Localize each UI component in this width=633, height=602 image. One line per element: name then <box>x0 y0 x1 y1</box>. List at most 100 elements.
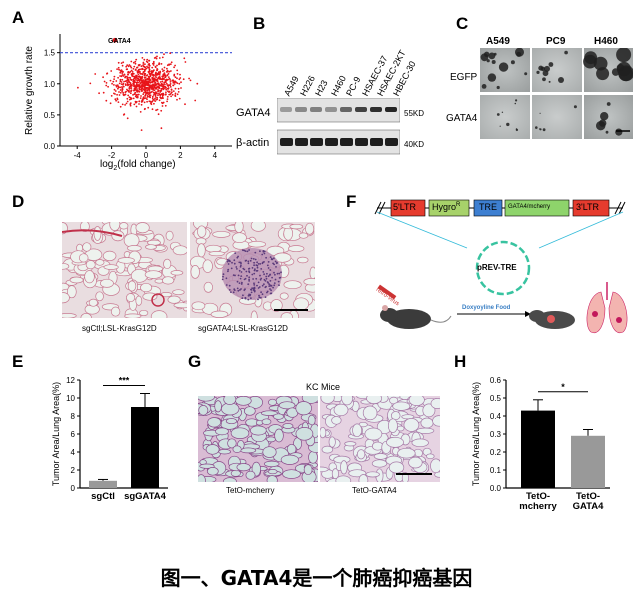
data-point <box>143 88 145 91</box>
data-point <box>180 87 182 89</box>
actin-band <box>310 138 323 146</box>
alveolus <box>358 474 369 482</box>
data-point <box>158 84 161 86</box>
alveolus <box>210 310 229 318</box>
nucleus <box>250 288 252 291</box>
data-point <box>116 97 119 100</box>
data-point <box>155 83 158 85</box>
alveolus <box>280 454 299 465</box>
data-point <box>160 127 163 130</box>
nucleus <box>255 277 258 280</box>
data-point <box>153 69 155 71</box>
data-point <box>155 98 158 101</box>
data-point <box>120 70 123 73</box>
data-point <box>125 79 128 82</box>
colony <box>583 54 597 69</box>
panel-a-xlabel: log2(fold change) <box>100 159 176 172</box>
data-point <box>142 65 145 68</box>
data-point <box>159 81 162 83</box>
alveolus <box>261 418 272 425</box>
alveolus <box>274 428 284 443</box>
data-point <box>170 70 172 72</box>
nucleus <box>270 257 273 260</box>
alveolus <box>145 244 157 250</box>
alveolus <box>84 270 95 284</box>
alveolus <box>167 295 181 304</box>
data-point <box>152 79 155 82</box>
data-point <box>141 68 143 71</box>
panel-g-histology-gata4 <box>320 396 440 482</box>
data-point <box>172 90 175 92</box>
alveolus <box>173 302 187 309</box>
alveolus <box>102 250 117 262</box>
data-point <box>174 64 177 67</box>
data-point <box>140 89 143 91</box>
data-point <box>156 92 158 95</box>
colony <box>605 130 609 134</box>
colony <box>600 112 609 121</box>
data-point <box>159 72 162 74</box>
nucleus <box>259 274 261 277</box>
data-point <box>130 97 133 100</box>
data-point <box>112 80 115 83</box>
data-point <box>154 83 156 86</box>
data-point <box>148 100 151 103</box>
alveolus <box>110 306 121 317</box>
alveolus <box>278 401 296 410</box>
data-point <box>132 67 135 70</box>
data-point <box>161 105 164 107</box>
nucleus <box>237 289 240 292</box>
data-point <box>144 63 146 66</box>
data-point <box>142 63 145 65</box>
data-point <box>119 78 122 81</box>
data-point <box>178 78 181 81</box>
nucleus <box>273 271 275 274</box>
alveolus <box>403 418 420 432</box>
data-point <box>145 91 148 94</box>
data-point <box>156 69 158 72</box>
data-point <box>157 113 160 116</box>
panel-g-label-mcherry: TetO-mcherry <box>226 486 275 495</box>
data-point <box>158 76 161 79</box>
ltr3-box <box>572 199 610 217</box>
panel-letter-g: G <box>188 352 202 371</box>
data-point <box>119 71 122 74</box>
alveolus <box>283 280 302 290</box>
data-point <box>121 90 123 92</box>
data-point <box>139 68 141 71</box>
data-point <box>135 101 138 103</box>
data-point <box>134 60 137 63</box>
data-point <box>128 64 131 66</box>
data-point <box>89 82 92 85</box>
lung-icon <box>586 282 628 334</box>
colony <box>539 128 542 131</box>
colony <box>510 60 515 65</box>
panel-a-scatter-plot: 0.0 0.5 1.0 1.5 -4 -2 0 2 4 <box>44 34 232 160</box>
nucleus <box>256 261 258 264</box>
data-point <box>113 75 116 78</box>
alveolus <box>198 405 209 416</box>
alveolus <box>333 403 349 417</box>
data-point <box>140 103 143 106</box>
nucleus <box>242 294 244 297</box>
alveolus <box>214 400 222 413</box>
data-point <box>151 77 153 79</box>
nucleus <box>238 261 241 264</box>
colony <box>496 113 500 116</box>
category-label: TetO- <box>576 491 600 502</box>
alveolus <box>95 291 104 302</box>
data-point <box>153 102 155 105</box>
data-point <box>154 84 156 87</box>
data-point <box>160 97 163 100</box>
nucleus <box>248 271 251 274</box>
y-tick-label: 0.3 <box>490 430 502 439</box>
data-point <box>168 64 171 66</box>
x-tick-label: 0 <box>144 151 149 160</box>
alveolus <box>62 292 70 304</box>
data-point <box>165 91 167 94</box>
alveolus <box>206 467 219 476</box>
nucleus <box>264 286 267 289</box>
alveolus <box>215 427 229 436</box>
nucleus <box>270 285 273 287</box>
data-point <box>136 70 139 72</box>
